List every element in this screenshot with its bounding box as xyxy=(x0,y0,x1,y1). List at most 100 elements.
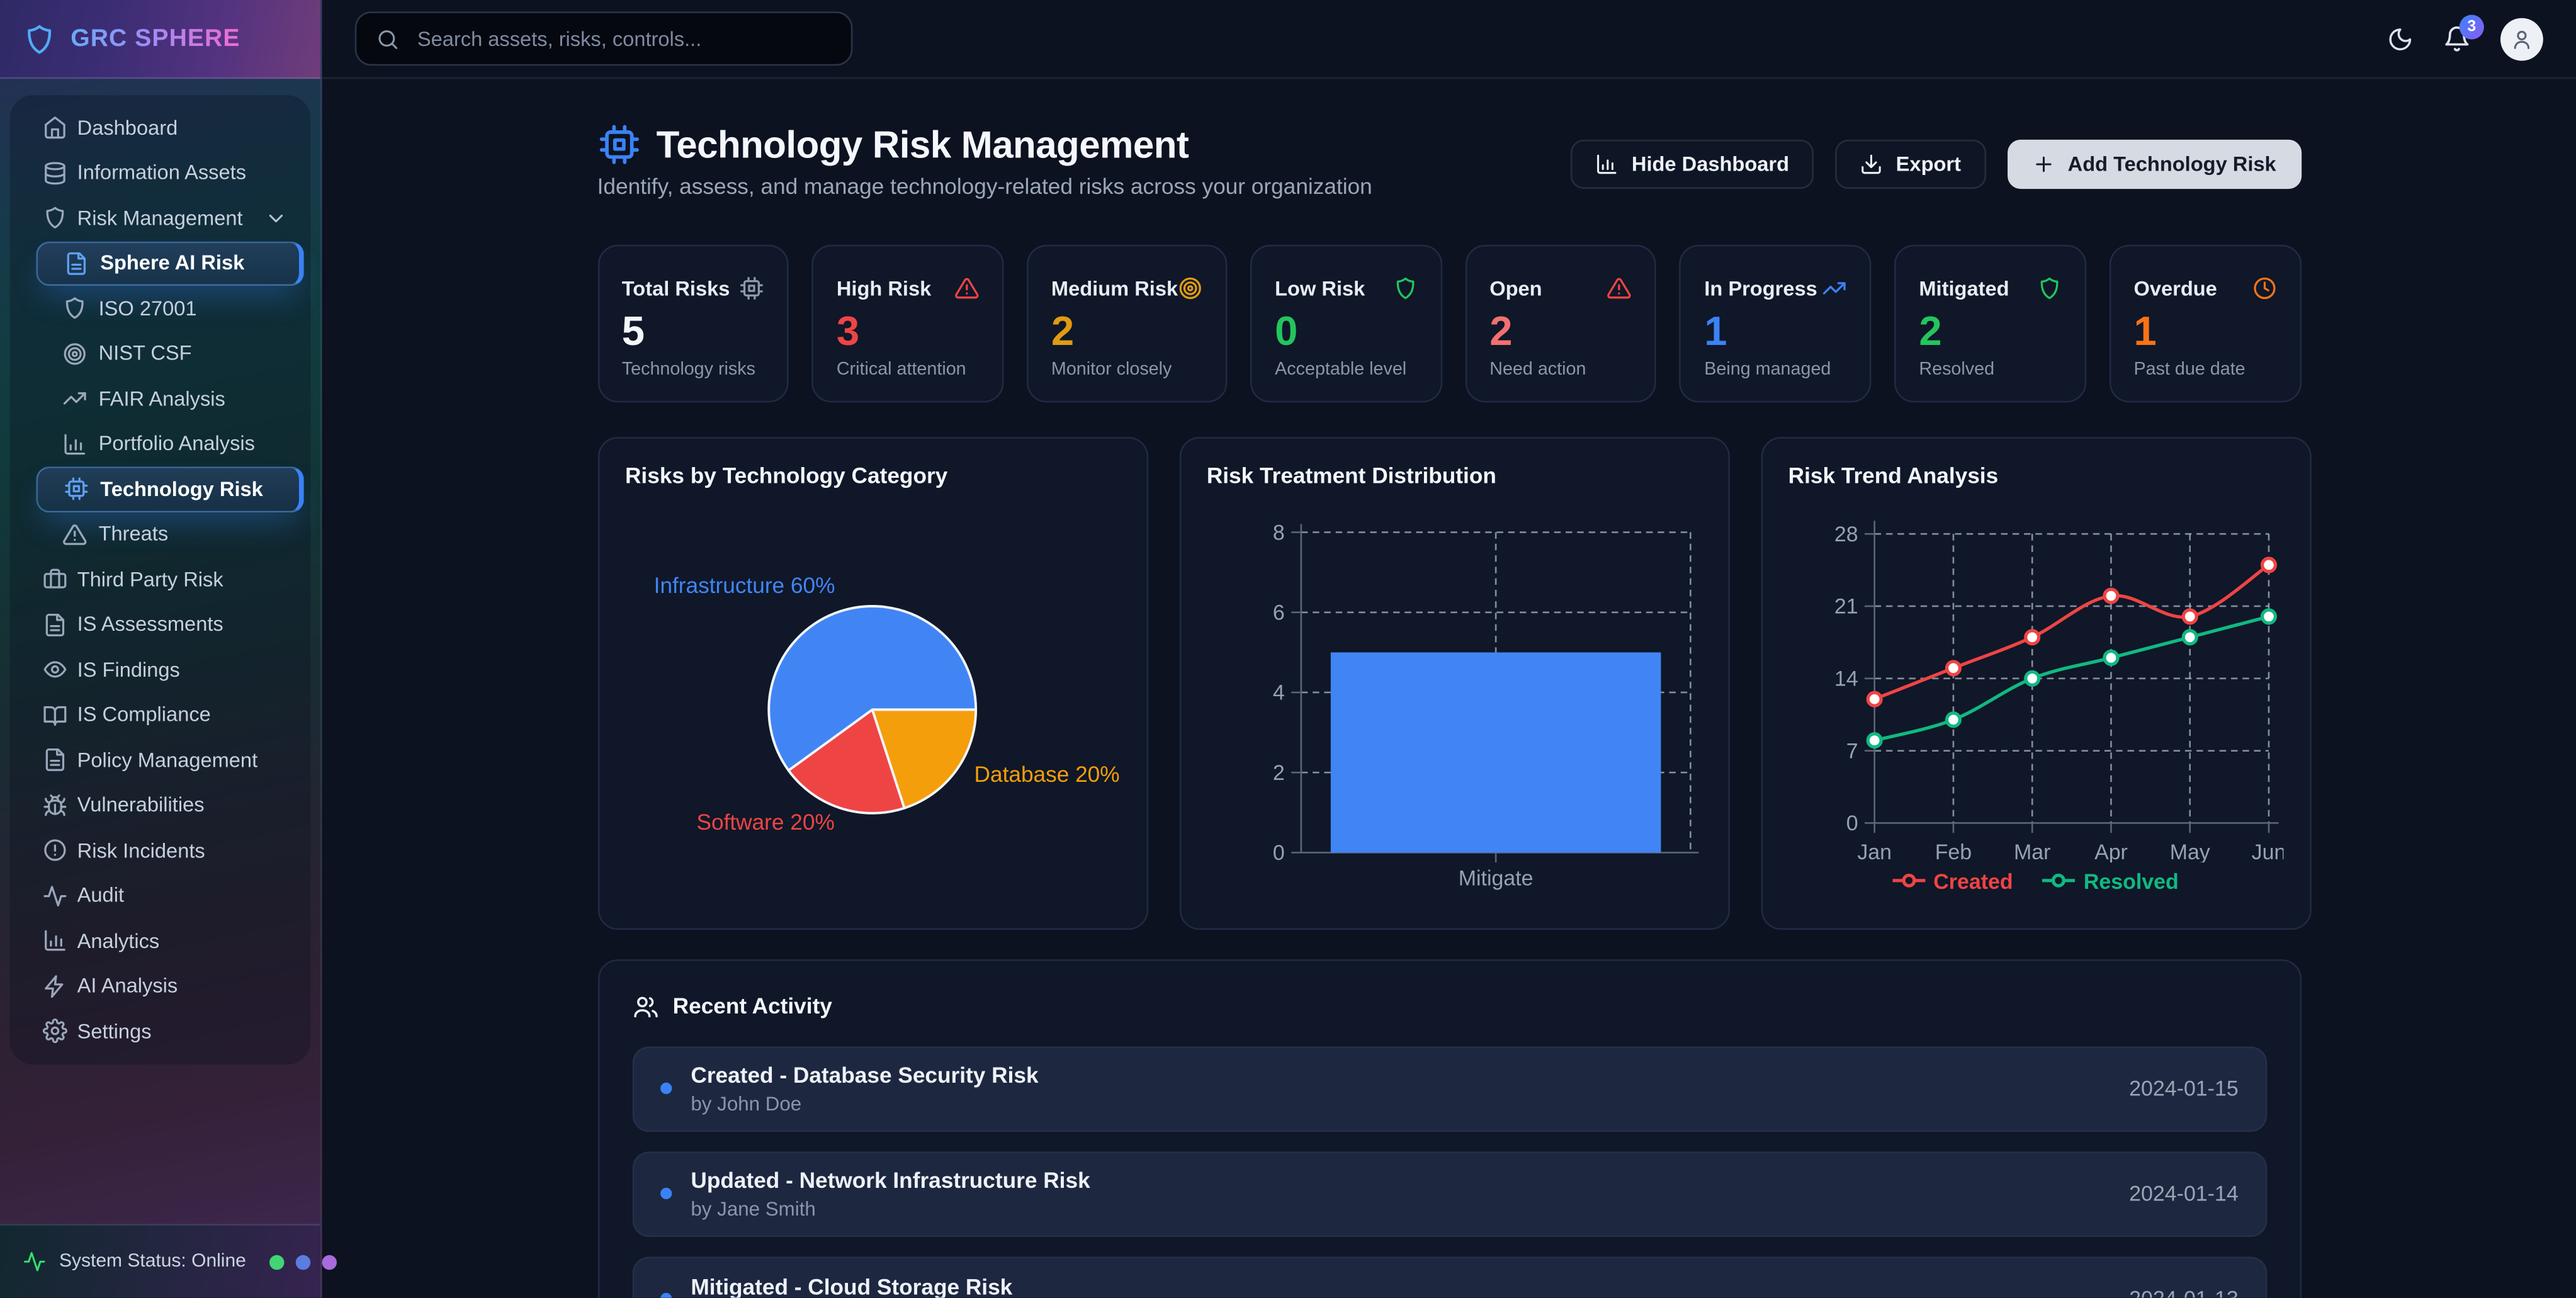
sidebar-item-label: Portfolio Analysis xyxy=(98,432,255,456)
sidebar-item-risk-management[interactable]: Risk Management xyxy=(16,196,304,241)
trend-chart-title: Risk Trend Analysis xyxy=(1788,462,1999,487)
brand[interactable]: GRC SPHERE xyxy=(0,0,320,79)
main-content: Technology Risk Management Identify, ass… xyxy=(322,79,2576,1298)
trend-chart: 0 7 14 21 28 Jan Feb Mar Apr May Jun xyxy=(1834,519,2283,862)
sidebar-item-label: Settings xyxy=(77,1019,152,1043)
svg-text:2: 2 xyxy=(1272,760,1284,784)
activity-icon xyxy=(43,883,67,908)
topbar-actions: 3 xyxy=(2387,14,2543,60)
legend-marker-icon xyxy=(1892,873,1926,888)
sidebar-item-label: Threats xyxy=(98,522,169,546)
sidebar-item-label: Policy Management xyxy=(77,748,258,772)
sidebar-item-label: Third Party Risk xyxy=(77,568,223,591)
status-dot-green xyxy=(269,1254,284,1269)
gear-icon xyxy=(42,1019,67,1044)
svg-text:0: 0 xyxy=(1845,811,1857,835)
sidebar-item-technology-risk[interactable]: Technology Risk xyxy=(36,466,304,512)
sidebar-item-ai-analysis[interactable]: AI Analysis xyxy=(16,964,304,1009)
file-text-icon xyxy=(43,612,67,637)
stat-value: 0 xyxy=(1275,308,1298,355)
sidebar-item-portfolio-analysis[interactable]: Portfolio Analysis xyxy=(16,421,304,466)
book-open-icon xyxy=(43,703,67,727)
search-icon xyxy=(376,27,400,50)
shield-icon xyxy=(2037,276,2061,300)
cpu-icon xyxy=(597,123,640,166)
activity-dot-icon xyxy=(659,1292,672,1298)
stat-value: 2 xyxy=(1051,308,1075,355)
theme-toggle-button[interactable] xyxy=(2387,25,2414,52)
pie-chart-title: Risks by Technology Category xyxy=(624,462,948,487)
sidebar-item-is-compliance[interactable]: IS Compliance xyxy=(16,692,304,738)
user-avatar[interactable] xyxy=(2500,17,2543,60)
svg-text:14: 14 xyxy=(1834,666,1858,690)
search-box[interactable] xyxy=(354,11,853,66)
sidebar-item-dashboard[interactable]: Dashboard xyxy=(16,105,304,150)
sidebar-item-information-assets[interactable]: Information Assets xyxy=(16,150,304,196)
sidebar-item-label: Risk Incidents xyxy=(77,838,205,862)
clock-icon xyxy=(2252,276,2276,300)
sidebar-item-risk-incidents[interactable]: Risk Incidents xyxy=(16,828,304,873)
activity-author: by John Doe xyxy=(691,1092,802,1115)
add-technology-risk-button[interactable]: Add Technology Risk xyxy=(2007,139,2301,189)
sidebar-item-threats[interactable]: Threats xyxy=(16,512,304,557)
activity-dot-icon xyxy=(659,1187,672,1200)
activity-title: Created - Database Security Risk xyxy=(691,1062,1039,1087)
export-button[interactable]: Export xyxy=(1835,139,1986,189)
sidebar-item-fair-analysis[interactable]: FAIR Analysis xyxy=(16,376,304,422)
stat-value: 5 xyxy=(621,308,645,355)
notifications-button[interactable]: 3 xyxy=(2443,14,2484,52)
trend-legend: Created Resolved xyxy=(1788,868,2283,893)
sidebar-item-label: Sphere AI Risk xyxy=(100,251,245,275)
recent-activity-title: Recent Activity xyxy=(672,993,832,1019)
sidebar-item-label: Information Assets xyxy=(77,161,247,184)
bar-chart: 0 2 4 6 8 Mitigate xyxy=(1272,520,1698,889)
legend-label: Resolved xyxy=(2083,868,2179,893)
status-dot-purple xyxy=(321,1254,337,1269)
sidebar-item-label: Dashboard xyxy=(77,116,178,140)
sidebar-item-vulnerabilities[interactable]: Vulnerabilities xyxy=(16,783,304,828)
activity-list: Created - Database Security Risk by John… xyxy=(631,1046,2267,1298)
shield-icon xyxy=(1393,276,1417,300)
svg-text:6: 6 xyxy=(1272,600,1284,624)
stat-value: 2 xyxy=(1489,308,1513,355)
pie-chart-card: Risks by Technology Category Infrastruct… xyxy=(597,436,1148,929)
activity-date: 2024-01-14 xyxy=(2129,1181,2239,1206)
trend-chart-card: Risk Trend Analysis 0 7 14 21 28 Jan Feb Mar Apr… xyxy=(1760,436,2311,929)
svg-text:4: 4 xyxy=(1272,680,1284,704)
svg-text:Database 20%: Database 20% xyxy=(973,762,1119,786)
sidebar-item-sphere-ai-risk[interactable]: Sphere AI Risk xyxy=(36,240,304,286)
page-title: Technology Risk Management xyxy=(656,123,1189,166)
activity-row[interactable]: Mitigated - Cloud Storage Risk 2024-01-1… xyxy=(631,1256,2267,1298)
svg-text:8: 8 xyxy=(1272,520,1284,544)
sidebar-item-nist-csf[interactable]: NIST CSF xyxy=(16,331,304,376)
legend-label: Created xyxy=(1933,868,2013,893)
stat-value: 1 xyxy=(2133,308,2157,355)
zap-icon xyxy=(43,974,67,998)
target-icon xyxy=(62,341,87,366)
shield-icon xyxy=(62,296,87,320)
sidebar-item-iso-27001[interactable]: ISO 27001 xyxy=(16,286,304,331)
sidebar-item-policy-management[interactable]: Policy Management xyxy=(16,738,304,783)
database-icon xyxy=(43,161,67,185)
activity-row[interactable]: Updated - Network Infrastructure Risk by… xyxy=(631,1151,2267,1236)
svg-text:Apr: Apr xyxy=(2094,840,2127,862)
stat-caption: Critical attention xyxy=(836,359,966,380)
sidebar-item-is-findings[interactable]: IS Findings xyxy=(16,647,304,692)
sidebar-item-third-party-risk[interactable]: Third Party Risk xyxy=(16,557,304,602)
sidebar: GRC SPHERE Dashboard Information Assets … xyxy=(0,0,337,1298)
sidebar-item-settings[interactable]: Settings xyxy=(16,1008,304,1054)
stat-card-mitigated: Mitigated 2 Resolved xyxy=(1894,244,2086,402)
stat-card-low-risk: Low Risk 0 Acceptable level xyxy=(1250,244,1442,402)
page-actions: Hide Dashboard Export Add Technology Ris… xyxy=(1571,139,2301,189)
sidebar-item-is-assessments[interactable]: IS Assessments xyxy=(16,602,304,647)
sidebar-item-analytics[interactable]: Analytics xyxy=(16,918,304,964)
shield-icon xyxy=(43,206,67,230)
activity-row[interactable]: Created - Database Security Risk by John… xyxy=(631,1046,2267,1131)
sidebar-item-audit[interactable]: Audit xyxy=(16,873,304,918)
stat-caption: Acceptable level xyxy=(1275,359,1407,380)
hide-dashboard-button[interactable]: Hide Dashboard xyxy=(1571,139,1814,189)
search-input[interactable] xyxy=(414,25,832,52)
sidebar-item-label: ISO 27001 xyxy=(98,296,197,320)
stat-caption: Monitor closely xyxy=(1051,359,1172,380)
bar-chart-icon xyxy=(43,928,67,953)
